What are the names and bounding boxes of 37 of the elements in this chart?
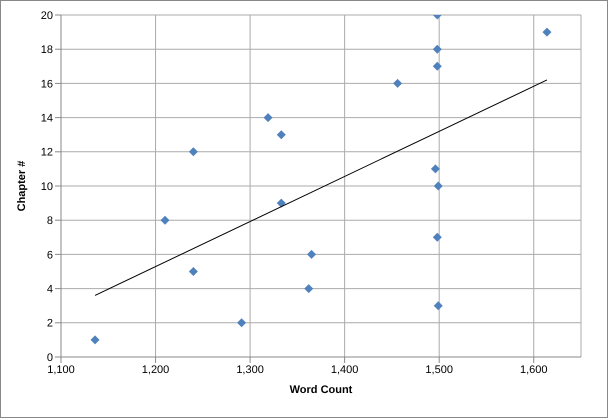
point [307, 250, 316, 259]
point [237, 318, 246, 328]
point [432, 62, 442, 71]
y-tick-label: 8 [46, 215, 53, 228]
point [434, 182, 443, 190]
x-tick-label: 1,400 [330, 364, 358, 376]
y-tick-label: 2 [46, 318, 53, 330]
x-tick-label: 1,200 [142, 364, 170, 376]
y-tick-label: 6 [46, 249, 53, 262]
point [393, 78, 402, 88]
point [432, 232, 442, 242]
x-axis-title: Word Count [290, 384, 353, 396]
y-tick-label: 0 [46, 352, 53, 364]
y-tick-label: 12 [40, 146, 53, 159]
y-tick-label: 18 [40, 44, 53, 56]
y-tick-label: 16 [40, 78, 53, 90]
point [430, 164, 440, 174]
x-tick-label: 1,600 [520, 364, 548, 376]
y-axis-title: Chapter # [16, 160, 28, 212]
point [90, 335, 100, 344]
y-tick-label: 14 [40, 112, 53, 125]
x-tick-label: 1,300 [236, 364, 264, 376]
x-tick-label: 1,100 [47, 364, 75, 376]
point [304, 284, 314, 294]
point [160, 216, 170, 225]
point [276, 130, 286, 140]
point [188, 267, 198, 276]
y-tick-label: 10 [40, 180, 53, 193]
point [188, 147, 198, 156]
point [264, 113, 273, 122]
point [276, 198, 286, 208]
y-tick-label: 4 [46, 284, 53, 296]
point [542, 28, 552, 37]
point [432, 44, 442, 54]
y-tick-label: 20 [40, 10, 53, 22]
x-tick-label: 1,500 [425, 364, 453, 376]
point [434, 301, 443, 310]
